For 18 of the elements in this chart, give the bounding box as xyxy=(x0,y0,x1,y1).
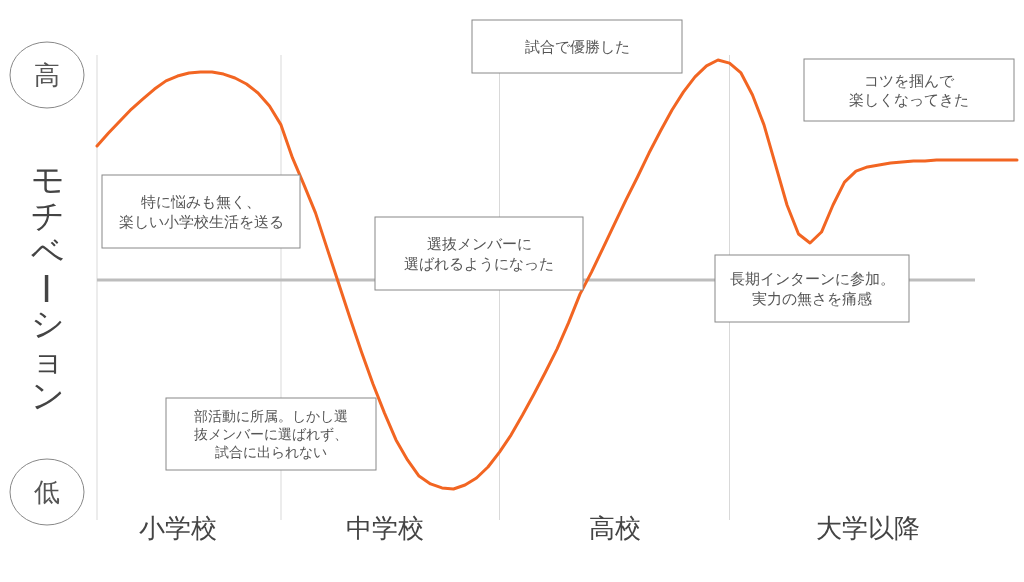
annotation: 高 xyxy=(9,41,85,109)
annotation: 部活動に所属。しかし選抜メンバーに選ばれず、試合に出られない xyxy=(165,397,377,471)
annotation: コツを掴んで楽しくなってきた xyxy=(849,71,969,110)
annotation: 長期インターンに参加。実力の無さを痛感 xyxy=(714,254,910,323)
annotation: 特に悩みも無く、楽しい小学校生活を送る xyxy=(118,193,284,231)
annotation: 長期インターンに参加。実力の無さを痛感 xyxy=(729,270,895,308)
annotation: 部活動に所属。しかし選抜メンバーに選ばれず、試合に出られない xyxy=(194,407,348,461)
x-tick-label: 大学以降 xyxy=(815,513,920,543)
annotation: 選抜メンバーに選ばれるようになった xyxy=(404,235,554,273)
annotation: 選抜メンバーに選ばれるようになった xyxy=(374,216,584,291)
annotation: 低 xyxy=(9,458,85,526)
annotation: コツを掴んで楽しくなってきた xyxy=(803,58,1015,122)
x-tick-label: 小学校 xyxy=(138,513,217,543)
annotation: 特に悩みも無く、楽しい小学校生活を送る xyxy=(101,174,301,249)
x-tick-label: 高校 xyxy=(588,513,641,543)
y-axis-title: モチベーション xyxy=(26,160,66,416)
annotation: 試合で優勝した xyxy=(471,19,683,74)
x-tick-label: 中学校 xyxy=(345,513,424,543)
